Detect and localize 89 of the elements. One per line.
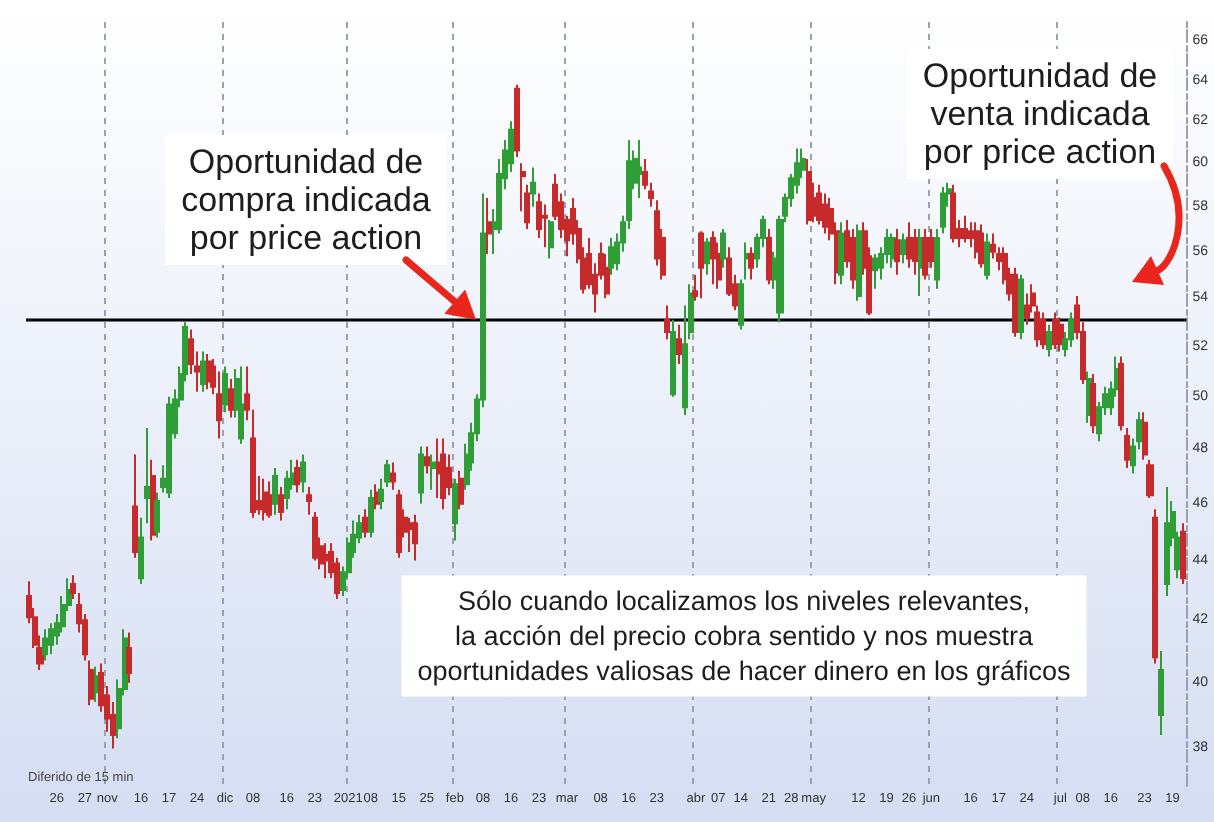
candlestick <box>486 196 492 255</box>
candlestick <box>452 477 458 542</box>
candlestick <box>1152 508 1158 665</box>
candlestick <box>978 223 984 269</box>
candlestick <box>934 228 940 290</box>
candlestick <box>278 486 284 522</box>
candlestick <box>1024 292 1030 326</box>
candlestick <box>664 304 670 341</box>
candlestick <box>458 469 464 511</box>
candlestick <box>1058 316 1064 353</box>
candlestick <box>294 458 300 494</box>
candlestick <box>698 230 704 300</box>
candlestick <box>900 232 906 265</box>
candlestick <box>222 365 228 414</box>
candlestick <box>138 516 144 586</box>
candlestick <box>126 631 132 684</box>
candlestick <box>266 480 272 519</box>
candlestick <box>856 223 862 302</box>
candlestick <box>362 508 368 539</box>
candlestick <box>88 659 94 707</box>
candlestick <box>42 628 48 662</box>
candlestick <box>536 192 542 240</box>
candlestick <box>132 453 138 559</box>
annotation: Oportunidad de compra indicada por price action <box>181 143 432 257</box>
candlestick <box>872 253 878 290</box>
candlestick <box>418 445 424 505</box>
candlestick <box>738 278 744 331</box>
candlestick <box>710 230 716 286</box>
candlestick <box>962 214 968 244</box>
candlestick <box>1146 458 1154 500</box>
candlestick <box>1012 266 1018 338</box>
candlestick <box>1090 373 1096 435</box>
candlestick <box>1040 311 1046 351</box>
candlestick <box>1118 355 1124 432</box>
candlestick <box>636 139 642 199</box>
candlestick <box>950 183 956 244</box>
candlestick <box>228 378 234 419</box>
candlestick <box>412 513 418 562</box>
candlestick <box>514 83 520 158</box>
candlestick <box>676 323 682 365</box>
candlestick <box>720 228 726 269</box>
candlestick <box>166 395 172 500</box>
candlestick <box>744 241 750 281</box>
annotation: Sólo cuando localizamos los niveles relevantes, la acción del precio cobra sentido y nos muestra oportunidades valiosas de hacer dinero en los gráficos <box>417 586 1071 686</box>
candlestick <box>390 461 396 491</box>
candlestick <box>272 466 278 516</box>
candlestick <box>200 350 206 393</box>
candlestick <box>822 192 828 235</box>
candlestick <box>984 232 990 281</box>
candlestick <box>374 483 380 511</box>
candlestick <box>850 228 856 290</box>
candlestick <box>424 445 430 475</box>
candlestick <box>766 228 772 286</box>
candlestick <box>894 228 900 276</box>
candlestick <box>430 453 436 491</box>
candlestick <box>838 221 844 286</box>
candlestick <box>940 186 946 235</box>
candlestick <box>368 488 374 539</box>
candlestick <box>922 228 928 281</box>
candlestick <box>1142 411 1148 461</box>
candlestick <box>670 318 676 398</box>
candlestick <box>306 486 312 516</box>
candlestick <box>322 542 328 580</box>
candlestick <box>1164 486 1170 598</box>
candlestick <box>300 453 306 494</box>
candlestick <box>806 158 812 226</box>
candlestick <box>1180 522 1186 586</box>
candlestick <box>704 237 710 276</box>
candlestick <box>144 426 150 525</box>
candlestick <box>396 488 402 559</box>
annotation: Oportunidad de venta indicada por price action <box>922 57 1158 171</box>
candlestick <box>816 183 822 226</box>
candlestick <box>906 221 912 269</box>
candlestick <box>608 237 614 276</box>
candlestick <box>1018 273 1024 341</box>
candlestick <box>48 622 54 656</box>
candlestick <box>440 437 446 511</box>
candlestick <box>548 219 554 260</box>
candlestick <box>312 511 318 562</box>
candlestick <box>530 166 536 208</box>
candlestick <box>406 516 414 553</box>
candlestick <box>1052 311 1058 351</box>
candlestick <box>154 491 160 539</box>
candlestick <box>238 365 244 445</box>
candlestick <box>1158 650 1164 736</box>
candlestick <box>1124 426 1130 469</box>
candlestick <box>1046 323 1052 358</box>
candlestick <box>912 228 918 276</box>
candlestick <box>748 246 754 281</box>
